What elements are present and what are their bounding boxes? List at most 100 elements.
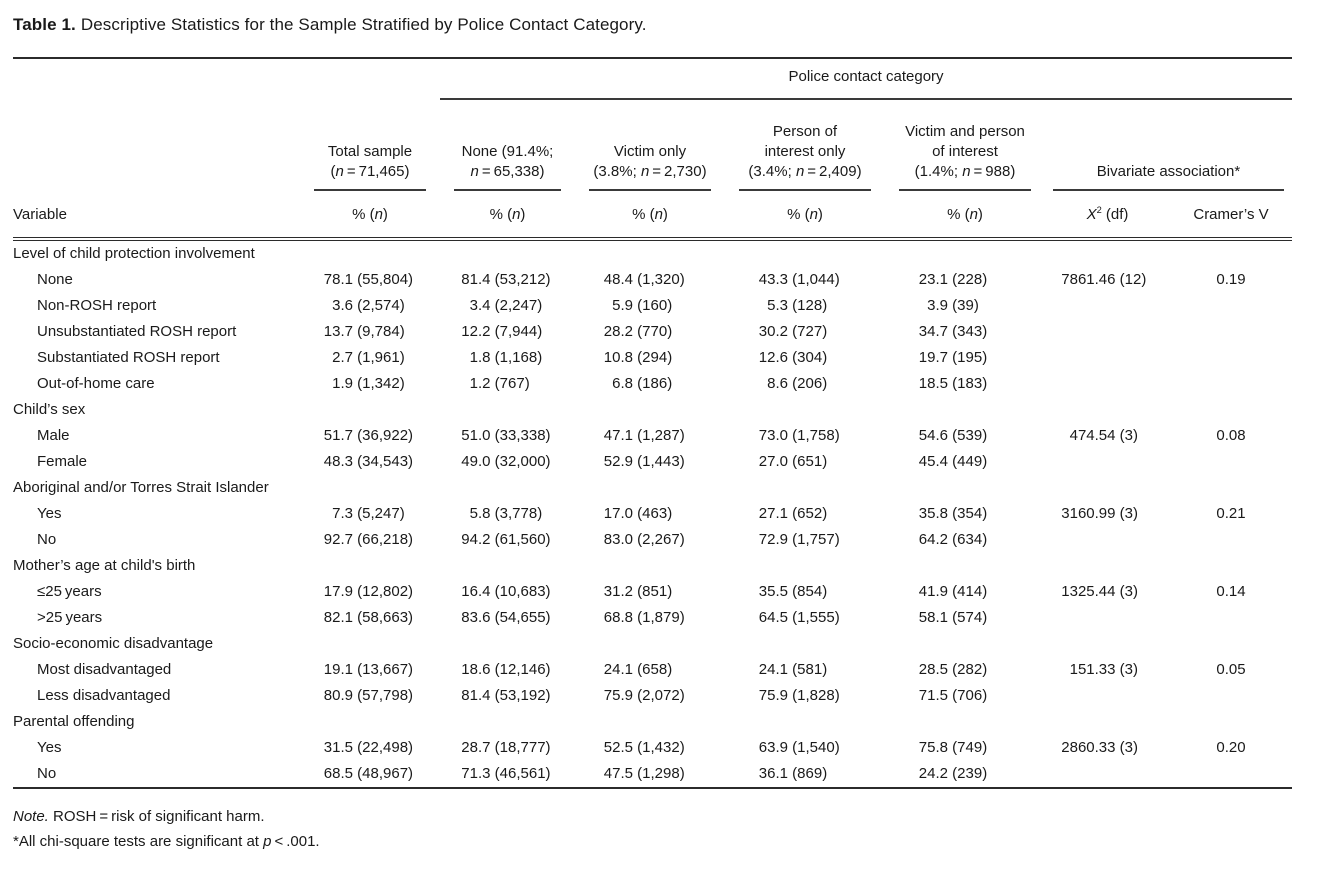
value-cell: 94.2 (61,560) [440,527,575,553]
value-cell: 83.0 (2,267) [575,527,725,553]
column-header-0: Total sample (n = 71,465) [300,99,440,191]
percent-value: 58.1 [918,609,948,626]
count-value: (36,922) [353,427,414,444]
spanner-row: Police contact category [13,58,1293,100]
value-cell: 1.9 (1,342) [300,371,440,397]
category-label: Aboriginal and/or Torres Strait Islander [13,479,269,496]
count-value: (34,543) [353,453,414,470]
count-value: (343) [948,323,988,340]
value-pair: 3.6 (2,574) [315,293,425,319]
value-cell: 3.6 (2,574) [300,293,440,319]
value-cell: 54.6 (539) [885,423,1045,449]
chi-square-cell [1045,449,1170,475]
percent-value: 8.6 [767,375,788,392]
count-value: (128) [788,297,828,314]
value-cell: 2.7 (1,961) [300,345,440,371]
value-pair: 82.1 (58,663) [315,605,425,631]
percent-value: 3.9 [927,297,948,314]
percent-value: 23.1 [918,271,948,288]
chi-value: 474.54 [1069,427,1116,444]
percent-value: 49.0 [461,453,491,470]
percent-value: 35.8 [918,505,948,522]
value-cell: 71.5 (706) [885,683,1045,709]
chi-pair: 3160.99 (3) [1058,501,1158,527]
value-cell: 92.7 (66,218) [300,527,440,553]
percent-value: 19.1 [323,661,353,678]
count-value: (32,000) [490,453,551,470]
cramers-v-cell [1170,449,1292,475]
column-header-text: Total sample (n = 71,465) [327,143,413,180]
value-cell: 24.2 (239) [885,761,1045,788]
count-value: (5,247) [353,505,405,522]
count-value: (574) [948,609,988,626]
value-cell: 1.8 (1,168) [440,345,575,371]
value-cell: 75.9 (1,828) [725,683,885,709]
value-pair: 52.5 (1,432) [595,735,705,761]
value-pair: 78.1 (55,804) [315,267,425,293]
value-pair: 3.4 (2,247) [453,293,563,319]
value-pair: 71.3 (46,561) [453,761,563,787]
paper-table-page: Table 1. Descriptive Statistics for the S… [13,15,1325,854]
percent-value: 5.9 [612,297,633,314]
row-label: No [37,765,57,782]
count-value: (1,555) [788,609,840,626]
cramers-v-cell: 0.19 [1216,271,1246,288]
percent-value: 72.9 [758,531,788,548]
value-pair: 64.2 (634) [910,527,1020,553]
chi-value: 151.33 [1069,661,1116,678]
chi-square-cell: 7861.46 (12) [1045,267,1170,293]
count-value: (10,683) [490,583,551,600]
percent-value: 83.6 [461,609,491,626]
value-cell: 51.0 (33,338) [440,423,575,449]
value-pair: 58.1 (574) [910,605,1020,631]
value-pair: 12.2 (7,944) [453,319,563,345]
value-cell: 47.1 (1,287) [575,423,725,449]
value-cell: 71.3 (46,561) [440,761,575,788]
value-pair: 5.9 (160) [595,293,705,319]
column-header-text: None (91.4%; n = 65,338) [461,143,554,180]
value-cell: 64.5 (1,555) [725,605,885,631]
value-cell: 23.1 (228) [885,267,1045,293]
percent-value: 51.7 [323,427,353,444]
value-cell: 30.2 (727) [725,319,885,345]
percent-value: 75.8 [918,739,948,756]
row-label: Out-of-home care [37,375,155,392]
variable-label: Variable [13,191,300,241]
percent-value: 1.2 [469,375,491,392]
percent-n-subheader: % (n) [575,191,725,241]
count-value: (767) [490,375,530,392]
value-cell: 13.7 (9,784) [300,319,440,345]
column-header-1: None (91.4%; n = 65,338) [440,99,575,191]
column-header-row: Total sample (n = 71,465) None (91.4%; n = … [13,99,1292,191]
chi-square-cell [1045,605,1170,631]
value-pair: 16.4 (10,683) [453,579,563,605]
value-pair: 30.2 (727) [750,319,860,345]
chi-square-cell [1045,761,1170,788]
table-row: Yes 7.3 (5,247) 5.8 (3,778) 17.0 (463) 27.1 … [13,501,1292,527]
value-cell: 51.7 (36,922) [300,423,440,449]
note-line-2: *All chi-square tests are significant at… [13,829,1325,854]
percent-value: 5.8 [469,505,491,522]
count-value: (3,778) [490,505,543,522]
footnote-pre: *All chi-square tests are significant at [13,833,264,850]
value-pair: 72.9 (1,757) [750,527,860,553]
chi-pair: 151.33 (3) [1058,657,1158,683]
table-body: Level of child protection involvement Non… [13,239,1293,788]
count-value: (1,342) [353,375,405,392]
percent-value: 52.5 [603,739,633,756]
count-value: (12,802) [353,583,414,600]
table-row: Non-ROSH report 3.6 (2,574) 3.4 (2,247) 5.9… [13,293,1292,319]
percent-value: 52.9 [603,453,633,470]
percent-value: 81.4 [461,687,491,704]
count-value: (53,192) [490,687,551,704]
cramers-v-cell [1170,683,1292,709]
table-row: Most disadvantaged 19.1 (13,667) 18.6 (12,… [13,657,1292,683]
footnote-italic-p: p [263,833,272,850]
column-header-underline [589,189,711,191]
percent-value: 5.3 [767,297,788,314]
value-pair: 12.6 (304) [750,345,860,371]
chi-value: 2860.33 [1061,739,1116,756]
percent-value: 6.8 [612,375,633,392]
percent-value: 64.5 [758,609,788,626]
percent-value: 3.4 [469,297,491,314]
